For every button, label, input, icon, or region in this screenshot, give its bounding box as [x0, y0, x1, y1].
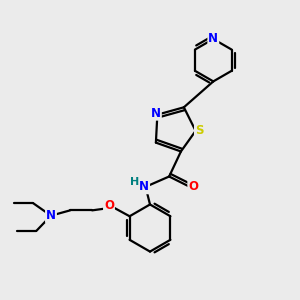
Text: O: O — [104, 200, 114, 212]
Text: N: N — [46, 209, 56, 222]
Text: O: O — [188, 180, 198, 193]
Text: H: H — [130, 176, 139, 187]
Text: S: S — [195, 124, 203, 137]
Text: N: N — [151, 107, 161, 120]
Text: N: N — [139, 180, 149, 193]
Text: N: N — [208, 32, 218, 46]
